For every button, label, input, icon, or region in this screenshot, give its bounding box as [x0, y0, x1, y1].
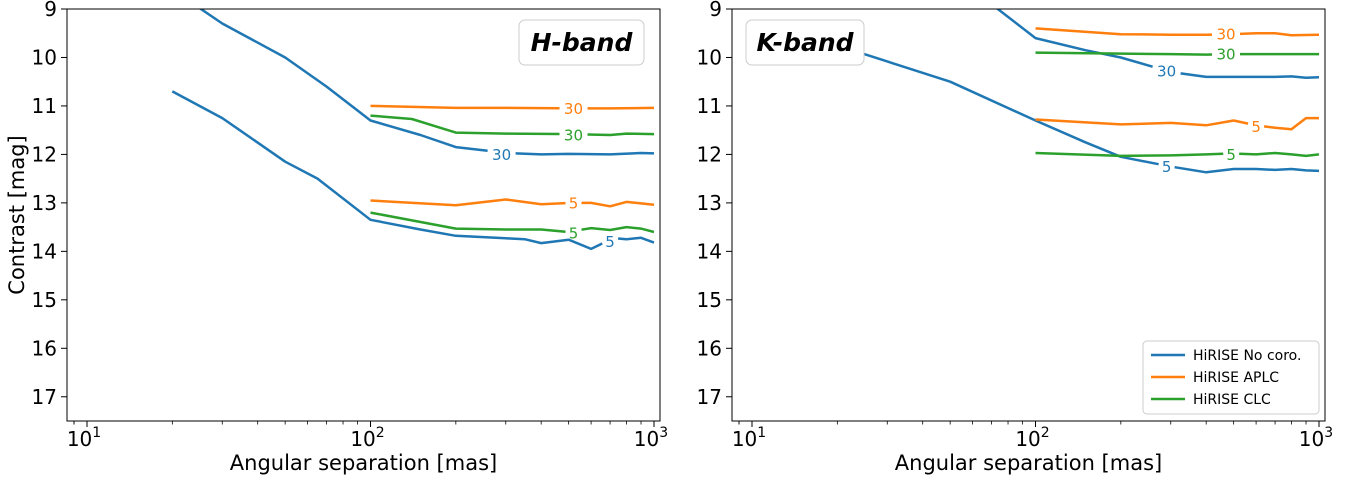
contour-label: 5 [569, 194, 579, 212]
legend-entry: HiRISE No coro. [1193, 348, 1301, 364]
series-line [1035, 27, 1213, 36]
series-line [370, 114, 560, 136]
y-tick-label: 9 [709, 0, 722, 21]
series-line [198, 9, 488, 153]
series-line [581, 200, 655, 208]
series-line [370, 211, 566, 233]
y-tick-label: 10 [697, 45, 722, 69]
y-tick-label: 12 [697, 142, 722, 166]
contour-label: 5 [1226, 146, 1236, 164]
series-line [587, 106, 655, 110]
y-tick-label: 17 [32, 385, 57, 409]
series-group [836, 9, 1320, 174]
chart-panel-0: 30 5 30 5 30 5 9 10 11 12 13 14 15 16 17 101 102 103 Angul… [5, 0, 668, 475]
x-tick-label: 101 [732, 425, 766, 451]
series-line [1180, 72, 1320, 80]
series-line [1035, 51, 1213, 56]
series-line [1035, 118, 1249, 127]
x-tick-label: 102 [1015, 425, 1049, 451]
y-tick-label: 14 [32, 239, 57, 263]
series-line [836, 44, 1159, 166]
contour-label: 30 [564, 127, 583, 145]
series-line [581, 225, 655, 234]
x-axis-label: Angular separation [mas] [230, 451, 497, 475]
y-tick-label: 14 [697, 239, 722, 263]
y-tick-label: 11 [32, 94, 57, 118]
contour-label: 5 [569, 224, 579, 242]
plot-frame [731, 8, 1326, 422]
contour-label: 30 [1216, 46, 1235, 64]
contour-label: 30 [1157, 63, 1176, 81]
x-tick-label: 103 [634, 425, 668, 451]
x-tick-label: 101 [67, 425, 101, 451]
x-axis-label: Angular separation [mas] [895, 451, 1162, 475]
y-tick-label: 17 [697, 385, 722, 409]
chart-panel-1: 30 5 30 5 30 5 9 10 11 12 13 14 15 16 17 101 102 103 Angul… [697, 0, 1334, 475]
series-line [370, 104, 560, 110]
band-title-box [518, 19, 645, 66]
contour-label: 30 [1216, 26, 1235, 44]
x-tick-label: 102 [350, 425, 384, 451]
y-tick-label: 12 [32, 142, 57, 166]
band-title: K-band [756, 28, 854, 57]
series-group [171, 9, 655, 251]
y-axis-label: Contrast [mag] [5, 135, 29, 294]
y-tick-label: 10 [32, 45, 57, 69]
series-line [515, 151, 655, 156]
series-line [1174, 165, 1320, 174]
legend-entry: HiRISE APLC [1193, 370, 1279, 386]
series-line [1239, 31, 1320, 37]
y-tick-label: 9 [44, 0, 57, 21]
series-line [1239, 151, 1320, 158]
band-title-box [745, 19, 865, 66]
contour-label: 30 [492, 146, 511, 164]
y-tick-label: 16 [697, 336, 722, 360]
plot-frame [66, 8, 661, 422]
series-line [1263, 116, 1319, 131]
series-line [370, 198, 566, 207]
y-tick-label: 11 [697, 94, 722, 118]
band-title: H-band [531, 28, 634, 57]
legend-entry: HiRISE CLC [1193, 392, 1271, 408]
series-line [587, 132, 655, 137]
x-tick-label: 103 [1299, 425, 1333, 451]
y-tick-label: 15 [32, 288, 57, 312]
y-tick-label: 16 [32, 336, 57, 360]
contour-label: 5 [1251, 118, 1261, 136]
contour-label: 5 [605, 233, 615, 251]
y-tick-label: 13 [32, 191, 57, 215]
series-line [1035, 151, 1224, 158]
series-line [995, 9, 1153, 68]
contour-label: 30 [564, 100, 583, 118]
contour-label: 5 [1162, 158, 1172, 176]
series-line [171, 90, 603, 251]
legend-box [1142, 340, 1320, 415]
y-tick-label: 15 [697, 288, 722, 312]
series-line [617, 236, 655, 244]
y-tick-label: 13 [697, 191, 722, 215]
